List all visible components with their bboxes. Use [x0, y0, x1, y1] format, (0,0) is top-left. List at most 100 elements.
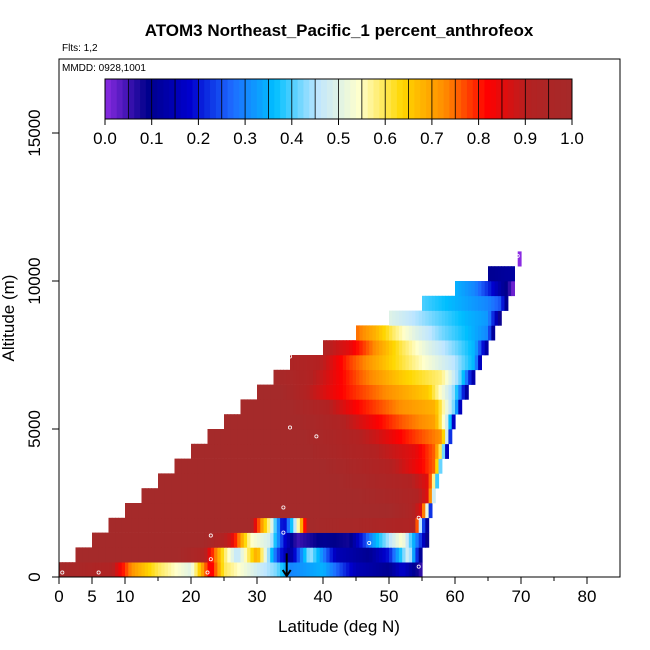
heatmap-cell	[379, 473, 383, 489]
colorbar-swatch	[268, 79, 275, 119]
colorbar-swatch	[443, 79, 450, 119]
heatmap-cell	[494, 295, 499, 311]
heatmap-cell	[339, 562, 344, 578]
heatmap-cell	[346, 340, 350, 356]
sample-marker	[416, 564, 421, 569]
heatmap-cell	[412, 325, 416, 341]
heatmap-cell	[207, 532, 212, 548]
heatmap-cell	[273, 384, 278, 400]
heatmap-cell	[273, 399, 278, 415]
heatmap-cell	[220, 443, 225, 459]
heatmap-cell	[283, 517, 288, 533]
heatmap-cell	[438, 384, 443, 400]
chart-subtitle-flights: Flts: 1,2	[62, 43, 98, 54]
heatmap-cell	[313, 399, 317, 415]
heatmap-cell	[389, 325, 393, 341]
heatmap-cell	[428, 399, 433, 415]
heatmap-cell	[174, 547, 179, 563]
heatmap-cells	[59, 251, 522, 578]
colorbar-swatch	[163, 79, 170, 119]
heatmap-cell	[441, 325, 446, 341]
heatmap-cell	[326, 355, 331, 371]
heatmap-cell	[299, 355, 304, 371]
sample-marker	[416, 515, 421, 520]
colorbar-tick-label: 0.7	[420, 129, 444, 148]
heatmap-cell	[349, 399, 354, 415]
heatmap-cell	[263, 458, 268, 474]
heatmap-cell	[418, 340, 423, 356]
heatmap-cell	[332, 458, 337, 474]
heatmap-cell	[356, 503, 360, 519]
heatmap-cell	[445, 325, 449, 341]
heatmap-cell	[451, 369, 456, 385]
heatmap-cell	[220, 532, 225, 548]
heatmap-cell	[227, 473, 232, 489]
heatmap-cell	[339, 443, 344, 459]
heatmap-cell	[296, 517, 301, 533]
heatmap-cell	[372, 429, 377, 445]
colorbar-swatch	[338, 79, 345, 119]
heatmap-cell	[233, 562, 238, 578]
heatmap-cell	[257, 517, 261, 533]
heatmap-cell	[220, 562, 225, 578]
heatmap-cell	[494, 266, 499, 282]
heatmap-cell	[412, 369, 416, 385]
heatmap-cell	[356, 473, 360, 489]
heatmap-cell	[296, 369, 301, 385]
heatmap-cell	[359, 473, 364, 489]
sample-marker	[281, 530, 286, 535]
heatmap-cell	[365, 547, 370, 563]
heatmap-cell	[296, 503, 301, 519]
heatmap-cell	[339, 414, 344, 430]
heatmap-cell	[319, 443, 324, 459]
heatmap-cell	[395, 355, 400, 371]
heatmap-cell	[455, 369, 459, 385]
heatmap-cell	[273, 458, 278, 474]
heatmap-cell	[286, 443, 291, 459]
heatmap-cell	[283, 458, 288, 474]
heatmap-cell	[362, 443, 367, 459]
heatmap-cell	[167, 503, 172, 519]
heatmap-cell	[501, 295, 506, 311]
heatmap-cell	[240, 458, 245, 474]
heatmap-cell	[481, 310, 486, 326]
heatmap-cell	[316, 547, 321, 563]
heatmap-cell	[356, 517, 360, 533]
heatmap-cell	[359, 340, 364, 356]
heatmap-cell	[468, 281, 473, 297]
heatmap-cell	[428, 340, 433, 356]
heatmap-cell	[224, 547, 228, 563]
heatmap-cell	[385, 369, 390, 385]
heatmap-cell	[408, 547, 413, 563]
colorbar-swatch	[215, 79, 223, 119]
colorbar-swatch	[320, 79, 328, 119]
colorbar-swatch	[175, 79, 182, 119]
heatmap-cell	[408, 414, 413, 430]
heatmap-cell	[392, 340, 397, 356]
heatmap-cell	[257, 458, 261, 474]
heatmap-cell	[352, 414, 357, 430]
heatmap-cell	[207, 503, 212, 519]
heatmap-cell	[412, 562, 416, 578]
heatmap-cell	[224, 503, 228, 519]
heatmap-cell	[187, 458, 192, 474]
heatmap-cell	[458, 399, 463, 415]
colorbar-swatch	[192, 79, 199, 119]
heatmap-cell	[441, 340, 446, 356]
heatmap-cell	[293, 517, 298, 533]
heatmap-cell	[108, 562, 113, 578]
heatmap-cell	[313, 473, 317, 489]
heatmap-cell	[187, 503, 192, 519]
heatmap-cell	[461, 295, 466, 311]
heatmap-cell	[118, 517, 123, 533]
heatmap-cell	[389, 384, 393, 400]
heatmap-cell	[115, 517, 119, 533]
heatmap-cell	[250, 458, 255, 474]
heatmap-cell	[438, 458, 443, 474]
heatmap-cell	[313, 562, 317, 578]
heatmap-cell	[306, 369, 311, 385]
heatmap-cell	[458, 340, 463, 356]
heatmap-cell	[379, 517, 383, 533]
heatmap-cell	[329, 443, 334, 459]
heatmap-cell	[240, 488, 245, 504]
